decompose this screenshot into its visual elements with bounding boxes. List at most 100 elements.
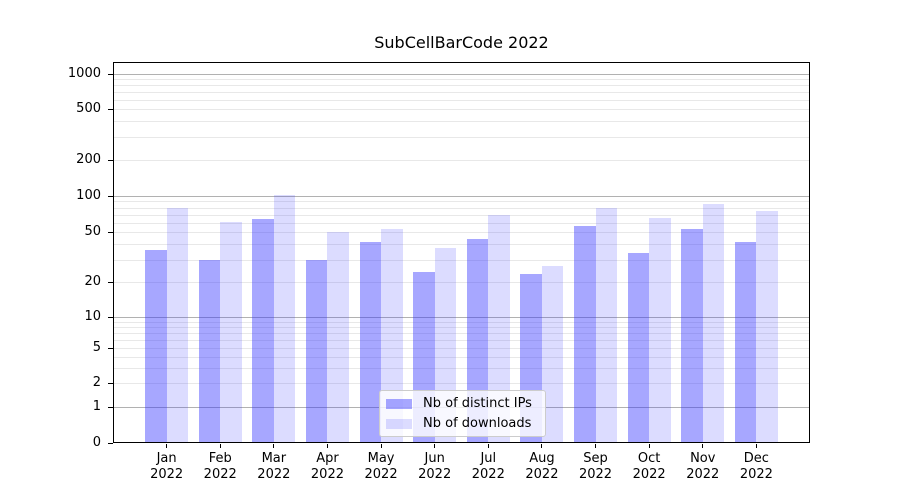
y-tick-mark	[108, 159, 113, 161]
bar-downloads	[166, 208, 189, 442]
x-tick-year: 2022	[471, 467, 505, 482]
major-gridline	[114, 74, 809, 75]
x-tick-month: Feb	[208, 451, 232, 466]
bar-downloads	[488, 214, 510, 442]
x-tick-year: 2022	[739, 467, 773, 482]
y-tick-label: 100	[76, 188, 101, 203]
x-tick-mark	[648, 444, 650, 448]
y-tick-mark	[108, 347, 113, 349]
minor-gridline	[114, 232, 809, 233]
x-tick-label: Apr 2022	[295, 451, 359, 483]
bar-downloads	[756, 210, 778, 442]
x-tick-mark	[702, 444, 704, 448]
minor-gridline	[114, 137, 809, 139]
minor-gridline	[114, 214, 809, 216]
minor-gridline	[114, 99, 809, 101]
x-tick-label: Feb 2022	[188, 451, 252, 483]
x-tick-month: Jun	[424, 451, 445, 466]
minor-gridline	[114, 222, 809, 224]
bar-distinct-ips	[145, 249, 167, 442]
x-tick-mark	[326, 444, 328, 448]
legend: Nb of distinct IPs Nb of downloads	[379, 390, 546, 437]
y-tick-label: 10	[84, 309, 101, 324]
y-tick-mark	[108, 316, 113, 318]
y-tick-mark	[108, 442, 113, 444]
minor-gridline	[114, 109, 809, 110]
legend-swatch-distinct-ips	[386, 398, 412, 409]
x-tick-month: Aug	[529, 451, 555, 466]
y-tick-label: 1	[92, 399, 101, 414]
x-tick-mark	[219, 444, 221, 448]
bar-downloads	[702, 203, 725, 442]
x-tick-month: Nov	[690, 451, 716, 466]
legend-item: Nb of distinct IPs	[386, 394, 545, 413]
x-tick-label: Dec 2022	[724, 451, 788, 483]
x-tick-mark	[595, 444, 597, 448]
x-tick-label: Aug 2022	[510, 451, 574, 483]
y-tick-label: 0	[92, 435, 101, 450]
minor-gridline	[114, 332, 809, 334]
bar-distinct-ips	[252, 219, 274, 442]
y-tick-mark	[108, 73, 113, 75]
major-gridline	[114, 196, 809, 197]
minor-gridline	[114, 244, 809, 246]
plot-area	[113, 62, 810, 443]
x-tick-label: Nov 2022	[671, 451, 735, 483]
bar-distinct-ips	[574, 226, 596, 442]
y-tick-label: 50	[84, 224, 101, 239]
minor-gridline	[114, 339, 809, 341]
bar-distinct-ips	[306, 259, 328, 442]
x-tick-year: 2022	[632, 467, 666, 482]
x-tick-month: Mar	[261, 451, 287, 466]
minor-gridline	[114, 85, 809, 87]
minor-gridline	[114, 321, 809, 323]
bar-distinct-ips	[627, 253, 650, 442]
x-tick-label: Jan 2022	[135, 451, 199, 483]
x-tick-year: 2022	[686, 467, 720, 482]
legend-item: Nb of downloads	[386, 414, 545, 433]
bar-downloads	[220, 221, 242, 442]
x-tick-year: 2022	[418, 467, 452, 482]
x-tick-label: Oct 2022	[617, 451, 681, 483]
minor-gridline	[114, 367, 809, 369]
legend-label: Nb of downloads	[423, 416, 532, 431]
bar-downloads	[273, 194, 296, 442]
minor-gridline	[114, 326, 809, 328]
y-tick-mark	[108, 382, 113, 384]
minor-gridline	[114, 92, 809, 93]
x-tick-mark	[273, 444, 275, 448]
minor-gridline	[114, 207, 809, 209]
x-tick-month: Oct	[637, 451, 661, 466]
x-tick-label: Jun 2022	[403, 451, 467, 483]
bar-downloads	[381, 228, 403, 442]
bar-downloads	[595, 207, 617, 442]
bar-downloads	[649, 218, 671, 442]
bar-distinct-ips	[198, 259, 221, 442]
x-tick-month: Jul	[480, 451, 497, 466]
x-tick-mark	[434, 444, 436, 448]
bar-distinct-ips	[681, 228, 703, 442]
minor-gridline	[114, 348, 809, 349]
x-tick-month: Dec	[743, 451, 769, 466]
y-tick-mark	[108, 195, 113, 197]
minor-gridline	[114, 259, 809, 261]
y-tick-mark	[108, 231, 113, 233]
x-tick-year: 2022	[525, 467, 559, 482]
x-tick-year: 2022	[578, 467, 613, 482]
legend-swatch-downloads	[386, 418, 412, 429]
y-tick-label: 200	[76, 152, 101, 167]
x-tick-month: Apr	[316, 451, 339, 466]
x-tick-month: Sep	[583, 451, 608, 466]
x-tick-mark	[487, 444, 489, 448]
x-tick-year: 2022	[257, 467, 291, 482]
x-tick-year: 2022	[203, 467, 237, 482]
chart-title: SubCellBarCode 2022	[374, 33, 549, 52]
bar-downloads	[327, 232, 349, 442]
y-tick-label: 20	[84, 274, 101, 289]
minor-gridline	[114, 121, 809, 123]
minor-gridline	[114, 282, 809, 283]
y-tick-label: 2	[92, 375, 101, 390]
x-tick-year: 2022	[310, 467, 344, 482]
x-tick-label: Jul 2022	[456, 451, 520, 483]
y-tick-label: 1000	[67, 66, 101, 81]
